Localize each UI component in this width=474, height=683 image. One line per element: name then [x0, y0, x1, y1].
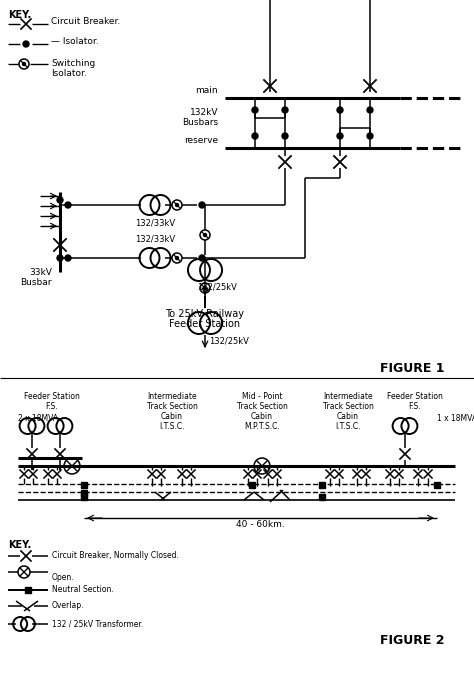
- Text: 132/25kV: 132/25kV: [209, 336, 249, 345]
- Bar: [319, 494, 325, 500]
- Text: Intermediate: Intermediate: [323, 392, 373, 401]
- Text: 132kV: 132kV: [190, 108, 218, 117]
- Circle shape: [199, 202, 205, 208]
- Text: Cabin: Cabin: [251, 412, 273, 421]
- Circle shape: [367, 107, 373, 113]
- Text: I.T.S.C.: I.T.S.C.: [335, 422, 361, 431]
- Text: Intermediate: Intermediate: [147, 392, 197, 401]
- Text: KEY.: KEY.: [8, 540, 31, 550]
- Bar: [81, 482, 87, 488]
- Circle shape: [252, 107, 258, 113]
- Text: 33kV: 33kV: [29, 268, 52, 277]
- Text: 132 / 25kV Transformer.: 132 / 25kV Transformer.: [52, 619, 143, 628]
- Bar: [81, 494, 87, 500]
- Text: Busbar: Busbar: [20, 278, 52, 287]
- Text: 132/25kV: 132/25kV: [197, 283, 237, 292]
- Text: FIGURE 2: FIGURE 2: [380, 634, 445, 647]
- Text: Feeder Station: Feeder Station: [169, 319, 241, 329]
- Text: M.P.T.S.C.: M.P.T.S.C.: [244, 422, 280, 431]
- Text: Circuit Breaker, Normally Closed.: Circuit Breaker, Normally Closed.: [52, 551, 179, 561]
- Text: Feeder Station: Feeder Station: [387, 392, 443, 401]
- Text: 132/33kV: 132/33kV: [135, 218, 175, 227]
- Text: F.S.: F.S.: [46, 402, 58, 411]
- Circle shape: [203, 286, 207, 290]
- Circle shape: [337, 133, 343, 139]
- Text: 40 - 60km.: 40 - 60km.: [236, 520, 285, 529]
- Text: To 25kV Railway: To 25kV Railway: [165, 309, 245, 319]
- Text: F.S.: F.S.: [409, 402, 421, 411]
- Text: Cabin: Cabin: [337, 412, 359, 421]
- Circle shape: [252, 133, 258, 139]
- Text: 132/33kV: 132/33kV: [135, 235, 175, 244]
- Circle shape: [23, 41, 29, 47]
- Circle shape: [175, 204, 179, 206]
- Text: Track Section: Track Section: [237, 402, 287, 411]
- Text: Circuit Breaker.: Circuit Breaker.: [51, 16, 120, 25]
- Text: reserve: reserve: [184, 136, 218, 145]
- Circle shape: [57, 197, 63, 203]
- Bar: [319, 482, 325, 488]
- Text: Cabin: Cabin: [161, 412, 183, 421]
- Bar: [249, 482, 255, 488]
- Circle shape: [57, 255, 63, 261]
- Text: FIGURE 1: FIGURE 1: [380, 362, 445, 375]
- Text: I.T.S.C.: I.T.S.C.: [159, 422, 185, 431]
- Circle shape: [65, 255, 71, 261]
- Text: Busbars: Busbars: [182, 118, 218, 127]
- Text: 1 x 18MVA: 1 x 18MVA: [437, 414, 474, 423]
- Bar: [25, 587, 31, 593]
- Circle shape: [22, 63, 26, 66]
- Circle shape: [282, 107, 288, 113]
- Text: Switching: Switching: [51, 59, 95, 68]
- Bar: [81, 490, 87, 496]
- Text: Track Section: Track Section: [146, 402, 198, 411]
- Text: Open.: Open.: [52, 574, 74, 583]
- Circle shape: [203, 234, 207, 236]
- Text: Feeder Station: Feeder Station: [24, 392, 80, 401]
- Bar: [434, 482, 440, 488]
- Text: Track Section: Track Section: [323, 402, 374, 411]
- Text: Overlap.: Overlap.: [52, 602, 84, 611]
- Text: Neutral Section.: Neutral Section.: [52, 585, 114, 594]
- Circle shape: [367, 133, 373, 139]
- Circle shape: [282, 133, 288, 139]
- Text: main: main: [195, 86, 218, 95]
- Circle shape: [337, 107, 343, 113]
- Text: 2 x 18MVA: 2 x 18MVA: [18, 414, 58, 423]
- Text: Mid - Point: Mid - Point: [242, 392, 282, 401]
- Circle shape: [175, 257, 179, 260]
- Text: — Isolator.: — Isolator.: [51, 36, 99, 46]
- Circle shape: [65, 202, 71, 208]
- Circle shape: [199, 255, 205, 261]
- Text: KEY.: KEY.: [8, 10, 31, 20]
- Text: Isolator.: Isolator.: [51, 69, 87, 78]
